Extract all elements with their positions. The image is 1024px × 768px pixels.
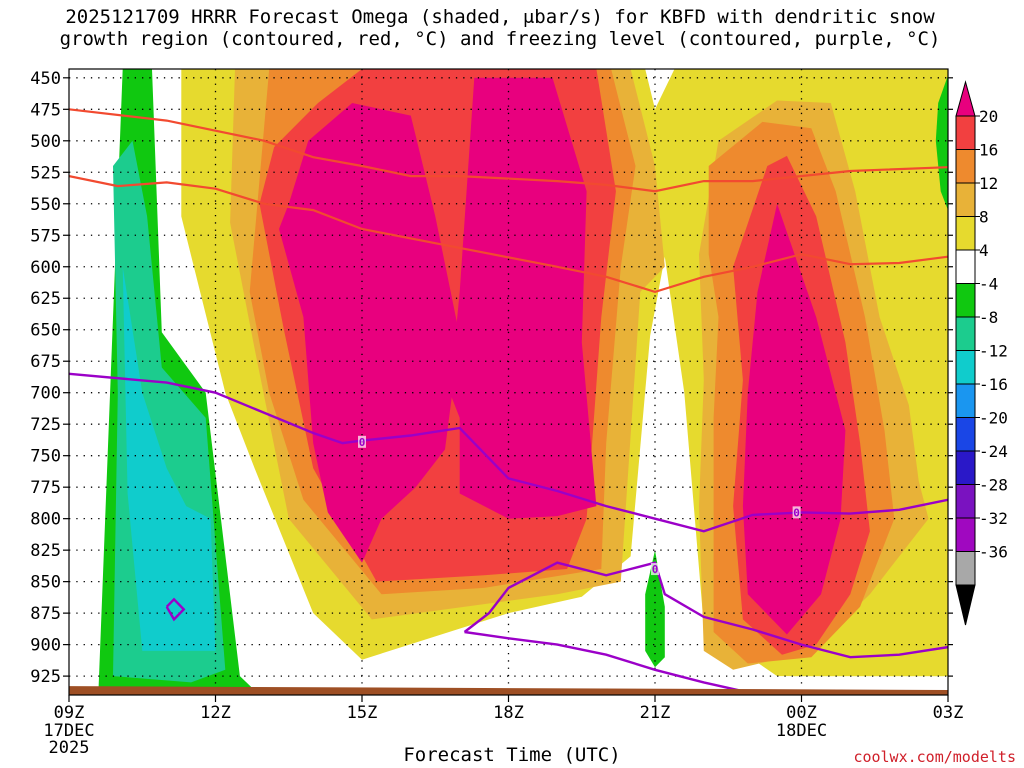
colorbar-label-8: -16	[979, 375, 1008, 394]
colorbar-band-12	[955, 484, 976, 519]
colorbar-band-9	[955, 383, 976, 418]
colorbar-label-5: -4	[979, 275, 998, 294]
contour-label-bg-2	[651, 563, 659, 576]
y-tick-label-475: 475	[30, 100, 61, 120]
colorbar-label-12: -32	[979, 509, 1008, 528]
x-tick-date-00Z: 18DEC	[776, 721, 827, 741]
y-tick-label-750: 750	[30, 447, 61, 467]
colorbar-label-13: -36	[979, 543, 1008, 562]
y-tick-label-775: 775	[30, 478, 61, 498]
y-axis: 450 475 500 525 550 575 600 625 650 675 700 725 750 7…	[30, 69, 953, 687]
colorbar-band-7	[955, 316, 976, 351]
y-tick-label-625: 625	[30, 289, 61, 309]
colorbar-band-1	[955, 115, 976, 150]
colorbar-label-2: 12	[979, 174, 998, 193]
y-tick-label-650: 650	[30, 321, 61, 341]
y-tick-label-600: 600	[30, 258, 61, 278]
chart-title: 2025121709 HRRR Forecast Omega (shaded, …	[0, 6, 1000, 50]
colorbar-band-8	[955, 350, 976, 385]
colorbar-band-2	[955, 149, 976, 184]
y-tick-label-575: 575	[30, 226, 61, 246]
y-tick-label-450: 450	[30, 69, 61, 89]
x-tick-label-18Z: 18Z	[493, 703, 524, 723]
colorbar-band-6	[955, 283, 976, 318]
y-tick-label-725: 725	[30, 415, 61, 435]
contour-lines: 0 0 0	[69, 108, 948, 693]
title-line-2: growth region (contoured, red, °C) and f…	[59, 28, 941, 50]
contour-label-0: 0	[359, 436, 366, 449]
freezing-contour-frz-lower	[463, 561, 948, 659]
omega-region-pink-west	[279, 103, 460, 563]
colorbar-band-5	[955, 249, 976, 284]
y-tick-label-825: 825	[30, 541, 61, 561]
colorbar-label-0: 20	[979, 107, 998, 126]
freezing-contour-frz-diamond	[165, 597, 186, 622]
colorbar-band-14	[955, 551, 976, 586]
contour-label-bg-1	[792, 506, 801, 519]
colorbar-label-11: -28	[979, 476, 1008, 495]
ground-surface	[69, 686, 948, 695]
omega-region-pink-east	[449, 77, 597, 519]
colorbar-label-9: -20	[979, 409, 1008, 428]
omega-region-west-cyan	[122, 266, 216, 651]
colorbar-label-6: -8	[979, 308, 998, 327]
title-line-1: 2025121709 HRRR Forecast Omega (shaded, …	[65, 6, 935, 28]
y-tick-label-800: 800	[30, 510, 61, 530]
x-tick-label-00Z: 00Z	[786, 703, 817, 723]
gridlines	[69, 69, 948, 695]
colorbar-label-3: 8	[979, 208, 989, 227]
y-tick-label-850: 850	[30, 573, 61, 593]
x-tick-label-09Z: 09Z	[54, 703, 85, 723]
x-tick-label-15Z: 15Z	[347, 703, 378, 723]
contour-label-1: 0	[793, 506, 800, 519]
freezing-contour-frz-loop	[464, 630, 744, 693]
colorbar-label-4: 4	[979, 241, 989, 260]
x-tick-year-09Z: 2025	[49, 738, 90, 758]
x-tick-date-09Z: 17DEC	[43, 721, 94, 741]
colorbar-label-7: -12	[979, 342, 1008, 361]
omega-fills	[98, 69, 948, 695]
dgz-contour-dgz-lower	[69, 175, 948, 294]
y-tick-label-500: 500	[30, 132, 61, 152]
x-tick-label-21Z: 21Z	[640, 703, 671, 723]
y-tick-label-875: 875	[30, 604, 61, 624]
dgz-contour-dgz-upper	[69, 108, 948, 193]
x-tick-label-12Z: 12Z	[200, 703, 231, 723]
colorbar-band-3	[955, 182, 976, 217]
x-tick-label-03Z: 03Z	[933, 703, 964, 723]
colorbar-label-10: -24	[979, 442, 1008, 461]
freezing-contour-frz-main	[69, 372, 948, 533]
colorbar-band-11	[955, 450, 976, 485]
colorbar-cap-bottom	[955, 584, 976, 626]
y-tick-label-700: 700	[30, 384, 61, 404]
contour-label-bg-0	[358, 435, 366, 448]
y-tick-label-900: 900	[30, 636, 61, 656]
colorbar-band-4	[955, 216, 976, 251]
omega-region-east-pink	[742, 203, 846, 635]
y-tick-label-925: 925	[30, 667, 61, 687]
ground-layer	[69, 686, 948, 695]
y-tick-label-675: 675	[30, 352, 61, 372]
site-watermark: coolwx.com/modelts	[853, 748, 1016, 766]
y-tick-label-550: 550	[30, 195, 61, 215]
colorbar-band-13	[955, 517, 976, 552]
y-tick-label-525: 525	[30, 163, 61, 183]
x-axis-title: Forecast Time (UTC)	[403, 744, 621, 766]
colorbar: 20 16 12 8 4 -4 -8 -12 -16 -20 -24 -28 -32 -36	[955, 80, 1008, 626]
colorbar-band-10	[955, 417, 976, 452]
contour-label-2: 0	[652, 563, 659, 576]
colorbar-label-1: 16	[979, 141, 998, 160]
colorbar-cap-top	[955, 80, 976, 117]
